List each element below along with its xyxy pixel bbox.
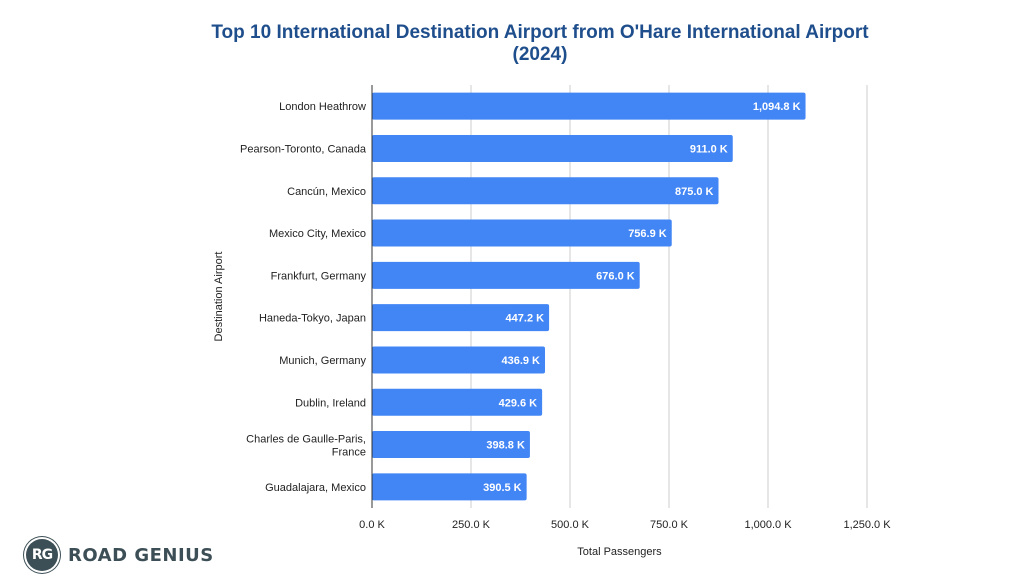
bar: [372, 219, 672, 247]
bar: [372, 261, 640, 289]
y-tick-label: Charles de Gaulle-Paris, France: [246, 434, 366, 459]
data-label: 447.2 K: [506, 313, 545, 325]
data-label: 875.0 K: [675, 186, 714, 198]
x-tick-label: 1,000.0 K: [744, 519, 792, 531]
data-label: 398.8 K: [486, 440, 525, 452]
data-label: 756.9 K: [628, 228, 667, 240]
x-tick-label: 750.0 K: [650, 519, 689, 531]
x-tick-label: 1,250.0 K: [843, 519, 891, 531]
bar: [372, 92, 806, 120]
y-tick-label: Pearson-Toronto, Canada: [240, 143, 367, 155]
data-label: 1,094.8 K: [753, 101, 801, 113]
brand-name: ROAD GENIUS: [68, 544, 214, 566]
data-label: 911.0 K: [690, 143, 728, 155]
bar: [372, 473, 527, 501]
y-tick-label: London Heathrow: [279, 101, 366, 113]
y-tick-label: Guadalajara, Mexico: [265, 482, 366, 494]
brand-badge: RG: [26, 539, 58, 571]
y-tick-label: Cancún, Mexico: [287, 186, 366, 198]
y-tick-label: Munich, Germany: [279, 355, 366, 367]
data-label: 390.5 K: [483, 482, 522, 494]
bar: [372, 431, 530, 459]
x-tick-label: 250.0 K: [452, 519, 491, 531]
y-tick-label: Frankfurt, Germany: [271, 270, 367, 282]
data-label: 676.0 K: [596, 270, 635, 282]
bar: [372, 134, 733, 162]
bar: [372, 304, 550, 332]
y-tick-label: Haneda-Tokyo, Japan: [259, 313, 366, 325]
bar: [372, 388, 543, 416]
y-axis-title: Destination Airport: [213, 252, 225, 342]
bar: [372, 346, 546, 374]
x-axis-title: Total Passengers: [577, 546, 662, 558]
x-tick-label: 500.0 K: [551, 519, 590, 531]
bar: [372, 177, 719, 205]
data-label: 436.9 K: [501, 355, 540, 367]
y-tick-label: Mexico City, Mexico: [269, 228, 366, 240]
brand-logo: RG ROAD GENIUS: [26, 537, 214, 573]
y-tick-label: Dublin, Ireland: [295, 397, 366, 409]
data-label: 429.6 K: [499, 397, 538, 409]
x-tick-label: 0.0 K: [359, 519, 385, 531]
chart-title: Top 10 International Destination Airport…: [211, 22, 869, 65]
